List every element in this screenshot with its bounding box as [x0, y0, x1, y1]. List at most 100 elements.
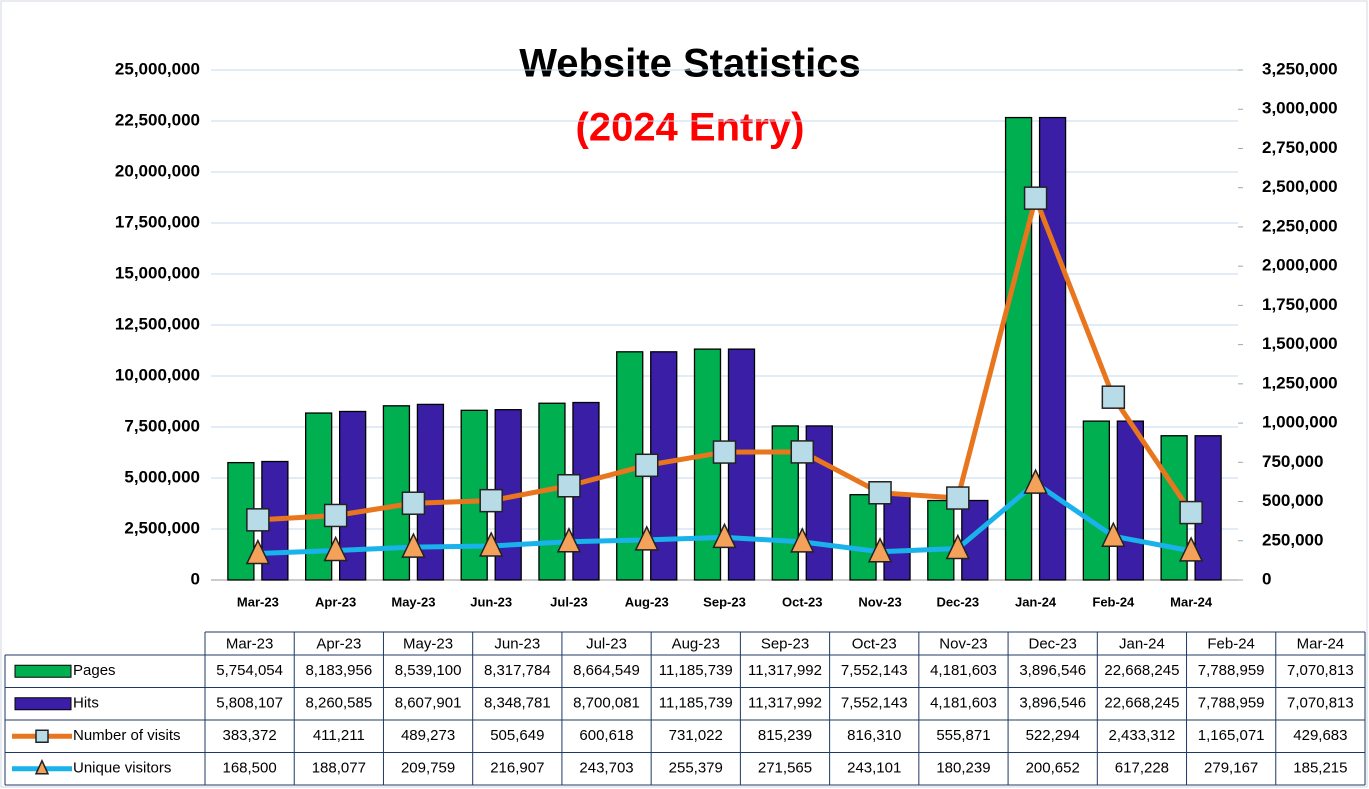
table-cell: 2,433,312: [1109, 727, 1176, 744]
marker: [479, 531, 504, 557]
y-tick-label: 0: [191, 569, 200, 588]
table-header: Dec-23: [1029, 635, 1077, 652]
table-cell: 522,294: [1026, 727, 1080, 744]
y2-tick-label: 1,750,000: [1262, 295, 1338, 314]
table-header: Jun-23: [494, 635, 540, 652]
y-tick-label: 20,000,000: [115, 161, 200, 180]
marker: [557, 473, 581, 498]
marker: [246, 508, 270, 532]
bar: [849, 494, 877, 581]
table-cell: 7,552,143: [841, 662, 908, 679]
table-cell: 255,379: [669, 760, 723, 777]
table-cell: 8,664,549: [573, 662, 640, 679]
table-cell: 7,552,143: [841, 695, 908, 712]
table-cell: 5,808,107: [216, 695, 283, 712]
y2-tick-label: 1,500,000: [1262, 334, 1338, 353]
table-header: Nov-23: [939, 635, 987, 652]
table-header: Feb-24: [1207, 635, 1255, 652]
table-cell: 411,211: [313, 727, 365, 744]
table-cell: 11,317,992: [748, 662, 822, 679]
y2-tick-label: 750,000: [1262, 452, 1323, 471]
table-cell: 22,668,245: [1104, 695, 1179, 712]
legend-label: Hits: [73, 695, 99, 712]
table-cell: 3,896,546: [1019, 662, 1086, 679]
y-tick-label: 22,500,000: [115, 110, 200, 129]
y2-tick-label: 0: [1262, 569, 1271, 588]
marker: [556, 527, 582, 553]
table-cell: 731,022: [669, 727, 723, 744]
bar: [927, 499, 955, 581]
x-tick-label: Oct-23: [782, 594, 822, 609]
x-tick-label: Jul-23: [550, 594, 588, 609]
table-cell: 8,700,081: [573, 695, 640, 712]
x-tick-label: Jun-23: [470, 594, 512, 609]
table-cell: 555,871: [936, 727, 990, 744]
y-tick-label: 25,000,000: [115, 59, 200, 78]
table-cell: 168,500: [222, 760, 276, 777]
table-cell: 7,788,959: [1198, 662, 1265, 679]
table-header: Mar-24: [1297, 635, 1345, 652]
y2-tick-label: 1,000,000: [1262, 413, 1338, 432]
marker: [712, 440, 737, 464]
table-cell: 11,185,739: [659, 695, 733, 712]
x-tick-label: Jan-24: [1015, 594, 1057, 609]
table-cell: 505,649: [490, 727, 544, 744]
marker: [401, 532, 426, 558]
x-tick-label: May-23: [391, 594, 435, 609]
x-tick-label: Dec-23: [936, 594, 979, 609]
marker: [1023, 468, 1048, 494]
legend-swatch: [14, 664, 72, 678]
marker: [401, 491, 426, 515]
y2-tick-label: 1,250,000: [1262, 373, 1338, 392]
table-cell: 8,317,784: [484, 662, 551, 679]
x-tick-label: Feb-24: [1092, 594, 1135, 609]
marker: [634, 453, 659, 478]
marker: [1179, 500, 1203, 525]
x-tick-label: Mar-24: [1170, 594, 1213, 609]
table-cell: 216,907: [490, 760, 544, 777]
table-cell: 11,317,992: [748, 695, 822, 712]
table-cell: 243,703: [579, 760, 633, 777]
y2-tick-label: 2,000,000: [1262, 256, 1338, 275]
table-cell: 815,239: [758, 727, 812, 744]
table-cell: 816,310: [847, 727, 901, 744]
y2-tick-label: 2,500,000: [1262, 177, 1338, 196]
bar: [1082, 420, 1110, 581]
marker: [1101, 385, 1126, 409]
y-tick-label: 10,000,000: [115, 365, 200, 384]
table-cell: 200,652: [1026, 760, 1080, 777]
table-cell: 489,273: [401, 727, 455, 744]
x-tick-label: Aug-23: [625, 594, 669, 609]
y-tick-label: 17,500,000: [115, 212, 200, 231]
bar: [883, 494, 911, 581]
x-tick-label: Nov-23: [858, 594, 901, 609]
legend-label: Unique visitors: [73, 760, 171, 777]
legend-swatch: [14, 697, 72, 711]
table-header: Sep-23: [761, 635, 809, 652]
x-tick-label: Apr-23: [315, 594, 356, 609]
marker: [634, 525, 659, 551]
marker: [790, 527, 815, 553]
marker: [1101, 521, 1126, 547]
table-cell: 8,607,901: [395, 695, 462, 712]
marker: [790, 440, 815, 464]
y-tick-label: 5,000,000: [124, 467, 200, 486]
table-cell: 243,101: [847, 760, 901, 777]
chart-subtitle: (2024 Entry): [576, 106, 805, 150]
y-tick-label: 15,000,000: [115, 263, 200, 282]
table-cell: 3,896,546: [1019, 695, 1086, 712]
x-tick-label: Mar-23: [237, 594, 279, 609]
table-cell: 209,759: [401, 760, 455, 777]
table-cell: 4,181,603: [930, 695, 997, 712]
table-cell: 8,260,585: [305, 695, 372, 712]
marker: [323, 503, 348, 528]
table-header: Apr-23: [316, 635, 361, 652]
marker: [479, 488, 503, 513]
table-cell: 188,077: [312, 760, 366, 777]
table-cell: 429,683: [1293, 727, 1347, 744]
y2-tick-label: 3,000,000: [1262, 99, 1338, 118]
table-cell: 383,372: [222, 727, 276, 744]
chart-title: Website Statistics: [519, 42, 861, 86]
table-cell: 8,183,956: [305, 662, 372, 679]
